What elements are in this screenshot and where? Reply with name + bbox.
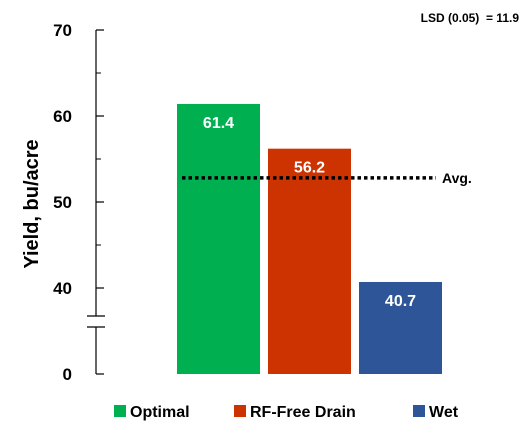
bar — [177, 103, 260, 375]
legend-item-label: RF-Free Drain — [250, 404, 356, 421]
y-tick-label: 40 — [53, 279, 72, 298]
reference-layer: Avg. — [182, 170, 472, 186]
y-axis-label: Yield, bu/acre — [21, 139, 43, 268]
legend-swatch — [114, 405, 126, 417]
y-tick-label: 50 — [53, 193, 72, 212]
legend: Optimal RF-Free Drain Wet — [114, 404, 459, 421]
legend-swatch — [234, 405, 246, 417]
bars-layer: 61.4 56.2 40.7 — [177, 103, 442, 375]
bar — [268, 148, 351, 374]
lsd-annotation: LSD (0.05) = 11.9 — [421, 11, 520, 25]
legend-item-label: Wet — [429, 404, 459, 421]
y-tick-label: 70 — [53, 21, 72, 40]
legend-item-label: Optimal — [130, 404, 190, 421]
legend-swatch — [413, 405, 425, 417]
y-tick-label: 60 — [53, 107, 72, 126]
axis-layer: 0 40 50 60 70 — [53, 21, 105, 384]
y-tick-label: 0 — [63, 365, 72, 384]
bar-value-label: 56.2 — [294, 160, 325, 177]
bar-value-label: 40.7 — [385, 293, 416, 310]
average-line-label: Avg. — [442, 170, 472, 186]
bar — [359, 281, 442, 374]
bar-value-label: 61.4 — [203, 115, 234, 132]
